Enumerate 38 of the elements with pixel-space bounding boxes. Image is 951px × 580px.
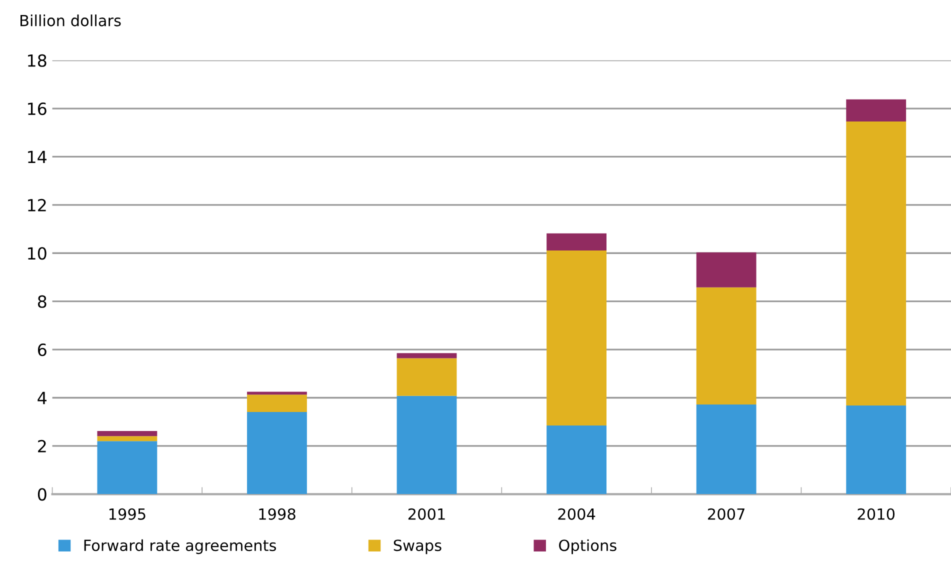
bar bbox=[97, 431, 158, 436]
x-tick-label: 2004 bbox=[558, 508, 596, 520]
bar bbox=[396, 353, 457, 358]
bar bbox=[247, 392, 307, 395]
bar bbox=[97, 441, 158, 494]
bar bbox=[846, 122, 906, 406]
y-tick-label: 18 bbox=[28, 54, 46, 67]
y-tick-label: 10 bbox=[28, 247, 46, 260]
bar bbox=[846, 99, 906, 122]
x-tick-label: 2001 bbox=[408, 508, 445, 520]
bar bbox=[396, 396, 457, 494]
bar bbox=[247, 394, 307, 412]
bar bbox=[97, 436, 158, 442]
y-tick-label: 8 bbox=[38, 295, 46, 308]
y-tick-label: 14 bbox=[28, 150, 47, 164]
bar bbox=[546, 233, 606, 250]
bar bbox=[696, 404, 756, 494]
bar bbox=[247, 412, 307, 494]
y-tick-label: 0 bbox=[38, 488, 46, 501]
x-tick-label: 2007 bbox=[708, 508, 744, 520]
bar bbox=[696, 252, 756, 288]
y-tick-label: 6 bbox=[38, 344, 46, 356]
y-tick-label: 16 bbox=[28, 102, 46, 116]
bar bbox=[546, 425, 606, 494]
bar bbox=[396, 358, 457, 396]
legend-label: Forward rate agreements bbox=[84, 539, 276, 554]
y-tick-label: 2 bbox=[38, 440, 46, 452]
legend-label: Options bbox=[559, 539, 616, 554]
y-axis-title: Billion dollars bbox=[20, 14, 121, 26]
bar bbox=[846, 405, 906, 494]
x-tick-label: 1995 bbox=[109, 508, 146, 520]
x-tick-label: 1998 bbox=[259, 508, 296, 520]
bar bbox=[696, 287, 756, 404]
y-tick-label: 12 bbox=[28, 198, 46, 212]
bar bbox=[546, 250, 606, 426]
legend-label: Swaps bbox=[394, 540, 442, 554]
x-tick-label: 2010 bbox=[858, 508, 895, 520]
y-tick-label: 4 bbox=[38, 392, 47, 404]
